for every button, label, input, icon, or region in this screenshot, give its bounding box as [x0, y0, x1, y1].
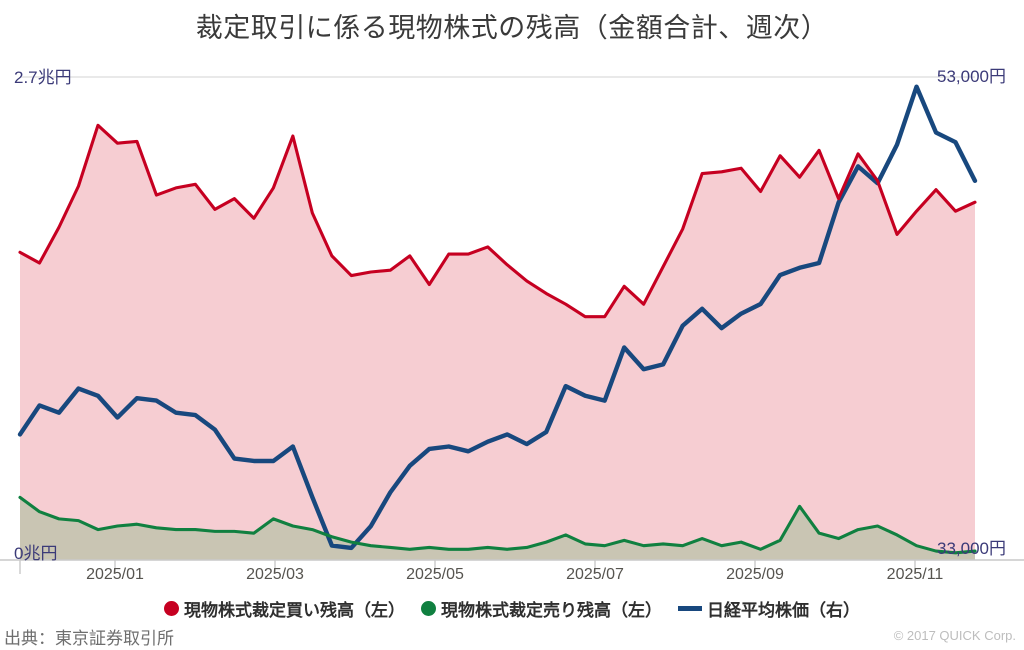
x-axis-tick-label-4: 2025/09 — [726, 566, 784, 583]
legend-label: 日経平均株価（右） — [707, 601, 860, 620]
legend-label: 現物株式裁定売り残高（左） — [441, 601, 662, 620]
legend-dot-swatch-icon — [421, 601, 436, 616]
x-axis-tick-label-2: 2025/05 — [406, 566, 464, 583]
left-axis-min-label: 0兆円 — [14, 544, 58, 563]
series-line-sell-balance — [18, 495, 977, 555]
legend-item-2[interactable]: 日経平均株価（右） — [678, 596, 860, 621]
x-axis-tick-label-0: 2025/01 — [86, 566, 144, 583]
series-area-buy-balance — [20, 125, 975, 561]
series-line-buy-balance — [18, 123, 977, 319]
legend-label: 現物株式裁定買い残高（左） — [184, 601, 405, 620]
x-axis-tick-labels: 2025/01 2025/03 2025/05 2025/07 2025/09 2025/… — [0, 566, 1024, 592]
right-axis-max-label: 53,000円 — [937, 67, 1006, 86]
x-axis-tick-label-1: 2025/03 — [246, 566, 304, 583]
series-line-nikkei — [17, 84, 978, 551]
legend-item-0[interactable]: 現物株式裁定買い残高（左） — [164, 596, 405, 621]
chart-legend: 現物株式裁定買い残高（左） 現物株式裁定売り残高（左） 日経平均株価（右） — [0, 596, 1024, 621]
x-axis-tick-label-3: 2025/07 — [566, 566, 624, 583]
x-axis-tick-label-5: 2025/11 — [886, 566, 944, 583]
page-title: 裁定取引に係る現物株式の残高（金額合計、週次） — [195, 13, 829, 43]
legend-line-swatch-icon — [678, 606, 702, 611]
legend-dot-swatch-icon — [164, 601, 179, 616]
source-note: 出典：東京証券取引所 — [4, 629, 174, 648]
right-axis-min-label: 33,000円 — [937, 539, 1006, 558]
copyright-note: © 2017 QUICK Corp. — [893, 628, 1016, 643]
legend-item-1[interactable]: 現物株式裁定売り残高（左） — [421, 596, 662, 621]
left-axis-max-label: 2.7兆円 — [14, 68, 72, 87]
chart-plot-area — [0, 76, 1024, 574]
